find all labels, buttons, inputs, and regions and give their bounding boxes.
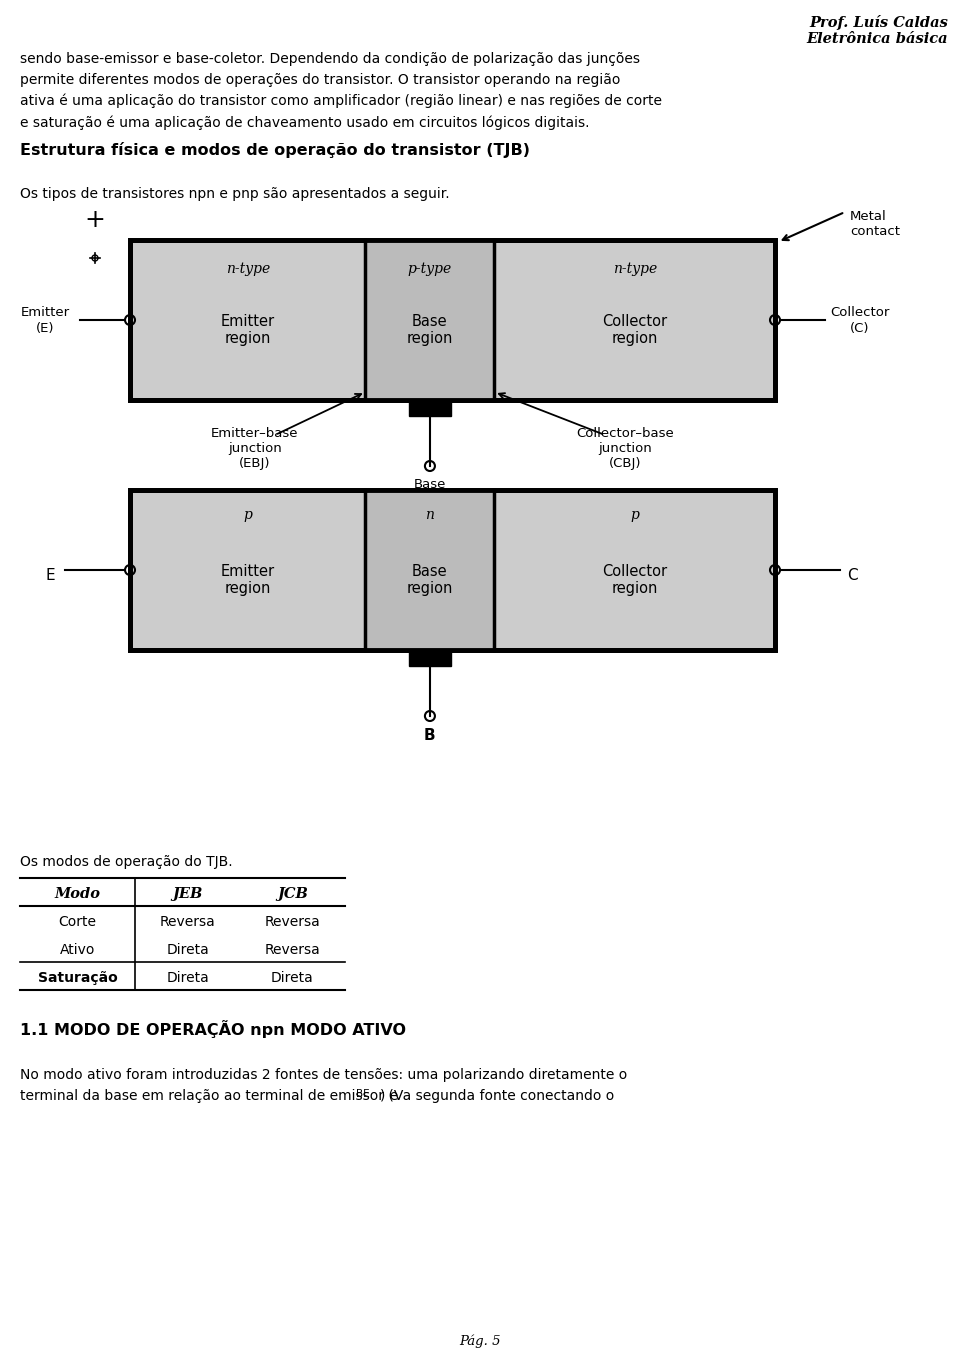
Text: (CBJ): (CBJ): [609, 457, 641, 470]
Text: Collector
region: Collector region: [602, 563, 667, 596]
Text: permite diferentes modos de operações do transistor. O transistor operando na re: permite diferentes modos de operações do…: [20, 73, 620, 88]
Text: Collector: Collector: [830, 306, 890, 319]
Text: Estrutura física e modos de operação do transistor (TJB): Estrutura física e modos de operação do …: [20, 142, 530, 158]
Text: Direta: Direta: [166, 944, 209, 957]
Text: +: +: [84, 208, 106, 232]
Bar: [366, 491, 494, 650]
Text: BE: BE: [356, 1089, 370, 1099]
Text: Prof. Luís Caldas: Prof. Luís Caldas: [809, 15, 948, 30]
Bar: [130, 240, 775, 400]
Text: contact: contact: [850, 225, 900, 239]
Text: Emitter: Emitter: [20, 306, 69, 319]
Text: B: B: [424, 728, 436, 743]
Text: Eletrônica básica: Eletrônica básica: [806, 32, 948, 46]
Text: Reversa: Reversa: [265, 915, 321, 929]
Text: n-type: n-type: [612, 262, 657, 276]
Text: Os tipos de transistores npn e pnp são apresentados a seguir.: Os tipos de transistores npn e pnp são a…: [20, 187, 449, 201]
Text: ) e a segunda fonte conectando o: ) e a segunda fonte conectando o: [380, 1089, 614, 1103]
Text: Collector–base: Collector–base: [576, 427, 674, 439]
Bar: [130, 240, 775, 400]
Text: (C): (C): [851, 322, 870, 336]
Text: Reversa: Reversa: [159, 915, 215, 929]
Bar: [130, 491, 775, 650]
Text: JEB: JEB: [172, 887, 203, 900]
Text: (B): (B): [420, 492, 440, 506]
Text: Direta: Direta: [166, 971, 209, 985]
Text: Pág. 5: Pág. 5: [459, 1335, 501, 1348]
Text: (EBJ): (EBJ): [239, 457, 271, 470]
Text: e saturação é uma aplicação de chaveamento usado em circuitos lógicos digitais.: e saturação é uma aplicação de chaveamen…: [20, 115, 589, 129]
Text: n: n: [425, 508, 434, 522]
Bar: [366, 240, 494, 400]
Text: Metal: Metal: [850, 210, 887, 222]
Text: p-type: p-type: [408, 262, 452, 276]
Text: Direta: Direta: [271, 971, 314, 985]
Text: E: E: [45, 568, 55, 582]
Bar: [409, 650, 451, 666]
Text: Base
region: Base region: [407, 314, 453, 346]
Text: Corte: Corte: [59, 915, 97, 929]
Text: Ativo: Ativo: [60, 944, 95, 957]
Text: junction: junction: [598, 442, 652, 456]
Text: p: p: [631, 508, 639, 522]
Text: Emitter
region: Emitter region: [221, 563, 275, 596]
Text: ativa é uma aplicação do transistor como amplificador (região linear) e nas regi: ativa é uma aplicação do transistor como…: [20, 94, 662, 108]
Text: Emitter
region: Emitter region: [221, 314, 275, 346]
Text: n-type: n-type: [226, 262, 270, 276]
Text: Base: Base: [414, 479, 446, 491]
Text: Collector
region: Collector region: [602, 314, 667, 346]
Text: (E): (E): [36, 322, 55, 336]
Text: terminal da base em relação ao terminal de emissor (V: terminal da base em relação ao terminal …: [20, 1089, 403, 1103]
Text: Modo: Modo: [55, 887, 101, 900]
Text: JCB: JCB: [277, 887, 308, 900]
Text: Emitter–base: Emitter–base: [211, 427, 299, 439]
Text: Os modos de operação do TJB.: Os modos de operação do TJB.: [20, 855, 232, 869]
Text: No modo ativo foram introduzidas 2 fontes de tensões: uma polarizando diretament: No modo ativo foram introduzidas 2 fonte…: [20, 1068, 627, 1082]
Text: Reversa: Reversa: [265, 944, 321, 957]
Text: C: C: [847, 568, 857, 582]
Text: Saturação: Saturação: [37, 971, 117, 985]
Text: Base
region: Base region: [407, 563, 453, 596]
Bar: [409, 400, 451, 417]
Text: sendo base-emissor e base-coletor. Dependendo da condição de polarização das jun: sendo base-emissor e base-coletor. Depen…: [20, 53, 640, 66]
Bar: [130, 491, 775, 650]
Text: 1.1 MODO DE OPERAÇÃO npn MODO ATIVO: 1.1 MODO DE OPERAÇÃO npn MODO ATIVO: [20, 1020, 406, 1038]
Text: junction: junction: [228, 442, 282, 456]
Text: p: p: [243, 508, 252, 522]
